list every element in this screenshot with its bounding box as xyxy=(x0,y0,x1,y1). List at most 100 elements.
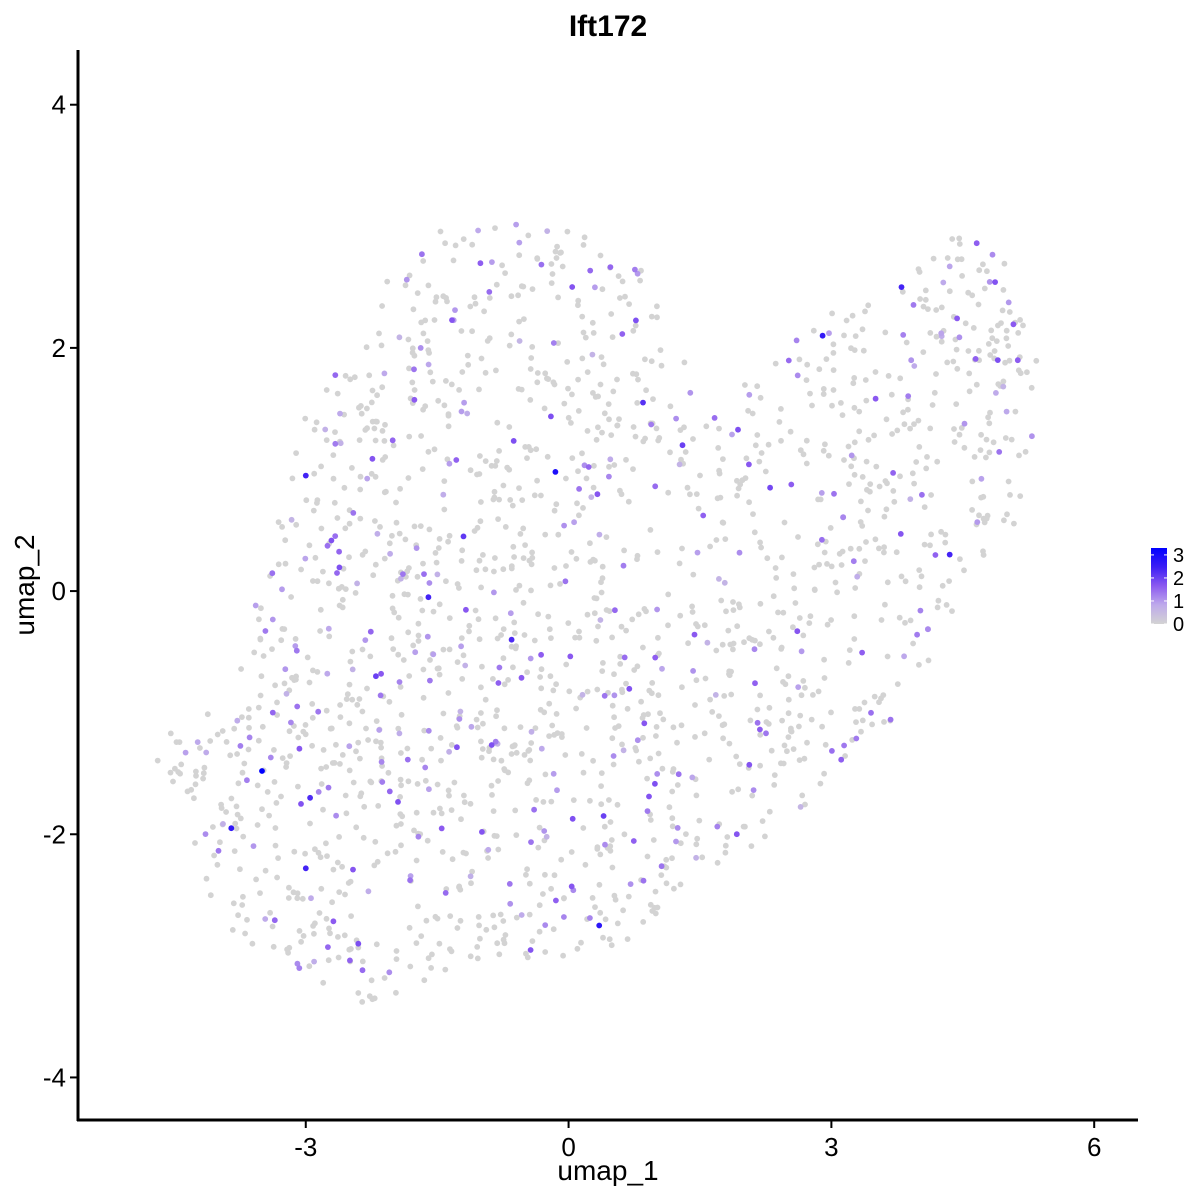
data-point xyxy=(462,662,469,669)
data-point xyxy=(252,602,259,609)
data-point xyxy=(934,458,941,465)
data-point xyxy=(733,831,740,838)
data-point xyxy=(269,646,275,652)
data-point xyxy=(482,696,489,703)
data-point xyxy=(379,303,385,309)
data-point xyxy=(687,491,693,498)
data-point xyxy=(779,554,785,561)
data-point xyxy=(576,486,582,492)
data-point xyxy=(587,915,593,921)
data-point xyxy=(513,914,520,921)
data-point xyxy=(452,307,458,313)
data-point xyxy=(255,704,262,711)
data-point xyxy=(921,504,928,510)
data-point xyxy=(454,659,461,665)
data-point xyxy=(882,478,889,484)
data-point xyxy=(458,408,465,415)
data-point xyxy=(561,400,568,407)
data-point xyxy=(911,480,917,487)
legend-color-bar xyxy=(1151,548,1167,624)
data-point xyxy=(433,559,440,566)
data-point xyxy=(372,518,378,524)
data-point xyxy=(625,893,632,900)
data-point xyxy=(542,771,549,778)
data-point xyxy=(607,456,614,463)
data-point xyxy=(850,380,857,387)
data-point xyxy=(513,832,520,838)
data-point xyxy=(374,530,381,537)
data-point xyxy=(349,696,356,703)
data-point xyxy=(568,849,575,855)
data-point-high xyxy=(508,636,515,643)
data-point xyxy=(302,415,309,422)
data-point xyxy=(475,227,481,234)
data-point xyxy=(257,890,263,896)
data-point xyxy=(374,858,381,865)
data-point xyxy=(391,609,398,616)
data-point xyxy=(521,632,528,638)
data-point xyxy=(736,601,742,608)
data-point xyxy=(477,518,484,525)
data-point xyxy=(296,928,303,934)
data-point xyxy=(443,295,449,301)
data-point xyxy=(346,720,353,727)
data-point xyxy=(1014,357,1021,364)
data-point xyxy=(794,628,801,635)
data-point xyxy=(848,463,855,470)
data-point xyxy=(824,621,831,628)
data-point xyxy=(463,606,469,613)
data-point xyxy=(1003,327,1010,334)
data-point xyxy=(980,493,987,500)
data-point xyxy=(724,834,731,840)
data-point xyxy=(429,951,435,958)
data-point xyxy=(311,470,318,477)
data-point xyxy=(478,355,485,362)
data-point xyxy=(257,635,264,642)
data-point xyxy=(966,388,973,395)
data-point xyxy=(524,455,530,461)
data-point xyxy=(474,724,481,731)
data-point xyxy=(611,671,617,678)
data-point xyxy=(527,366,534,372)
data-point xyxy=(942,531,949,538)
data-point xyxy=(218,801,225,808)
data-point xyxy=(665,591,672,598)
data-point xyxy=(784,748,790,755)
data-point xyxy=(415,903,421,910)
y-tick-label: -4 xyxy=(43,1062,66,1092)
data-point xyxy=(413,940,420,946)
data-point xyxy=(518,674,525,681)
data-point xyxy=(299,895,306,902)
data-point xyxy=(270,943,277,950)
data-point xyxy=(544,453,551,460)
data-point xyxy=(527,447,534,454)
data-point xyxy=(328,537,335,544)
data-point xyxy=(863,458,870,465)
data-point-high xyxy=(640,399,646,406)
data-point xyxy=(411,387,418,393)
data-point xyxy=(677,612,684,619)
data-point xyxy=(309,742,315,749)
data-point xyxy=(413,857,420,864)
data-point xyxy=(690,436,696,442)
data-point xyxy=(785,710,792,717)
data-point xyxy=(425,361,432,368)
y-tick-label: 4 xyxy=(52,90,66,120)
data-point xyxy=(548,798,555,805)
data-point xyxy=(647,527,654,533)
data-point xyxy=(795,534,801,540)
data-point xyxy=(418,433,424,439)
data-point xyxy=(654,549,661,555)
data-point xyxy=(220,821,226,827)
data-point xyxy=(398,842,404,849)
data-point xyxy=(598,783,604,789)
data-point xyxy=(285,949,291,956)
data-point xyxy=(938,304,945,311)
data-point xyxy=(274,712,280,718)
data-point xyxy=(323,840,329,847)
data-point xyxy=(630,838,637,844)
data-point xyxy=(527,397,534,403)
data-point xyxy=(202,831,209,837)
data-point xyxy=(722,842,729,849)
data-point xyxy=(1017,493,1024,499)
